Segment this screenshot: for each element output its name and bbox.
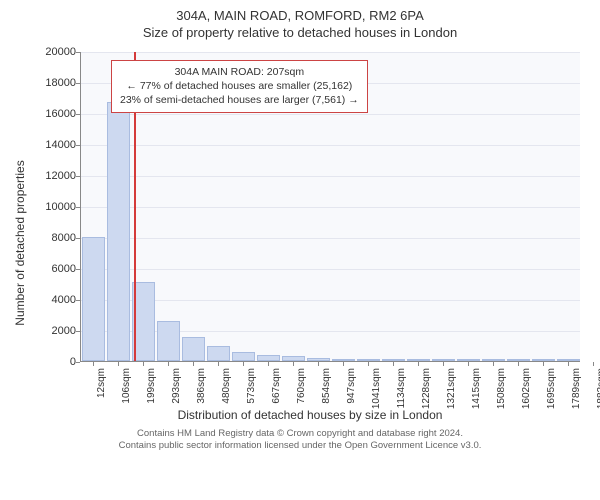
annotation-smaller: ← 77% of detached houses are smaller (25… bbox=[120, 79, 359, 93]
histogram-bar bbox=[232, 352, 255, 361]
y-axis-label: Number of detached properties bbox=[13, 160, 27, 325]
x-tick-label: 106sqm bbox=[121, 368, 132, 404]
histogram-bar bbox=[307, 358, 330, 361]
footer: Contains HM Land Registry data © Crown c… bbox=[10, 428, 590, 452]
x-tick-label: 1789sqm bbox=[571, 368, 582, 409]
histogram-bar bbox=[507, 359, 530, 361]
annotation-box: 304A MAIN ROAD: 207sqm ← 77% of detached… bbox=[111, 60, 368, 113]
histogram-bar bbox=[182, 337, 205, 361]
histogram-bar bbox=[382, 359, 405, 361]
gridline bbox=[81, 300, 580, 301]
footer-line-1: Contains HM Land Registry data © Crown c… bbox=[10, 428, 590, 440]
x-axis-label: Distribution of detached houses by size … bbox=[30, 408, 590, 422]
histogram-bar bbox=[432, 359, 455, 361]
histogram-bar bbox=[107, 102, 130, 361]
x-tick-label: 854sqm bbox=[321, 368, 332, 404]
y-tick-label: 20000 bbox=[40, 46, 76, 58]
x-tick-label: 480sqm bbox=[221, 368, 232, 404]
x-tick-label: 293sqm bbox=[171, 368, 182, 404]
y-tick-label: 18000 bbox=[40, 77, 76, 89]
x-tick-label: 386sqm bbox=[196, 368, 207, 404]
y-tick-label: 8000 bbox=[40, 232, 76, 244]
chart-container: 304A, MAIN ROAD, ROMFORD, RM2 6PA Size o… bbox=[0, 0, 600, 500]
histogram-bar bbox=[82, 237, 105, 361]
gridline bbox=[81, 176, 580, 177]
y-tick-label: 4000 bbox=[40, 294, 76, 306]
histogram-bar bbox=[482, 359, 505, 361]
y-tick-label: 6000 bbox=[40, 263, 76, 275]
histogram-bar bbox=[332, 359, 355, 361]
y-tick-label: 12000 bbox=[40, 170, 76, 182]
x-tick-label: 573sqm bbox=[246, 368, 257, 404]
annotation-larger: 23% of semi-detached houses are larger (… bbox=[120, 93, 359, 107]
annotation-title: 304A MAIN ROAD: 207sqm bbox=[120, 65, 359, 79]
plot-area: 304A MAIN ROAD: 207sqm ← 77% of detached… bbox=[80, 52, 580, 362]
x-tick-label: 12sqm bbox=[96, 368, 107, 398]
x-tick-label: 1134sqm bbox=[396, 368, 407, 408]
histogram-bar bbox=[457, 359, 480, 361]
chart-area: Number of detached properties 304A MAIN … bbox=[30, 46, 590, 426]
gridline bbox=[81, 331, 580, 332]
gridline bbox=[81, 52, 580, 53]
histogram-bar bbox=[532, 359, 555, 361]
gridline bbox=[81, 145, 580, 146]
x-tick-label: 1321sqm bbox=[446, 368, 457, 409]
x-tick-label: 1695sqm bbox=[546, 368, 557, 409]
x-tick-label: 1882sqm bbox=[596, 368, 600, 409]
footer-line-2: Contains public sector information licen… bbox=[10, 440, 590, 452]
x-tick-label: 667sqm bbox=[271, 368, 282, 404]
x-tick-label: 1602sqm bbox=[521, 368, 532, 409]
y-tick-label: 14000 bbox=[40, 139, 76, 151]
y-tick-label: 2000 bbox=[40, 325, 76, 337]
x-tick-label: 947sqm bbox=[346, 368, 357, 404]
chart-subtitle: Size of property relative to detached ho… bbox=[10, 25, 590, 40]
histogram-bar bbox=[257, 355, 280, 362]
x-tick-label: 1228sqm bbox=[421, 368, 432, 409]
gridline bbox=[81, 114, 580, 115]
histogram-bar bbox=[357, 359, 380, 361]
x-tick-label: 1041sqm bbox=[371, 368, 382, 409]
x-tick-label: 1415sqm bbox=[471, 368, 482, 409]
y-tick-label: 10000 bbox=[40, 201, 76, 213]
gridline bbox=[81, 207, 580, 208]
histogram-bar bbox=[207, 346, 230, 361]
x-tick-label: 760sqm bbox=[296, 368, 307, 404]
histogram-bar bbox=[157, 321, 180, 361]
x-tick-label: 199sqm bbox=[146, 368, 157, 404]
x-tick-label: 1508sqm bbox=[496, 368, 507, 409]
y-tick-label: 0 bbox=[40, 356, 76, 368]
chart-title: 304A, MAIN ROAD, ROMFORD, RM2 6PA bbox=[10, 8, 590, 23]
y-tick-label: 16000 bbox=[40, 108, 76, 120]
histogram-bar bbox=[557, 359, 580, 361]
gridline bbox=[81, 238, 580, 239]
gridline bbox=[81, 269, 580, 270]
histogram-bar bbox=[407, 359, 430, 361]
histogram-bar bbox=[282, 356, 305, 361]
